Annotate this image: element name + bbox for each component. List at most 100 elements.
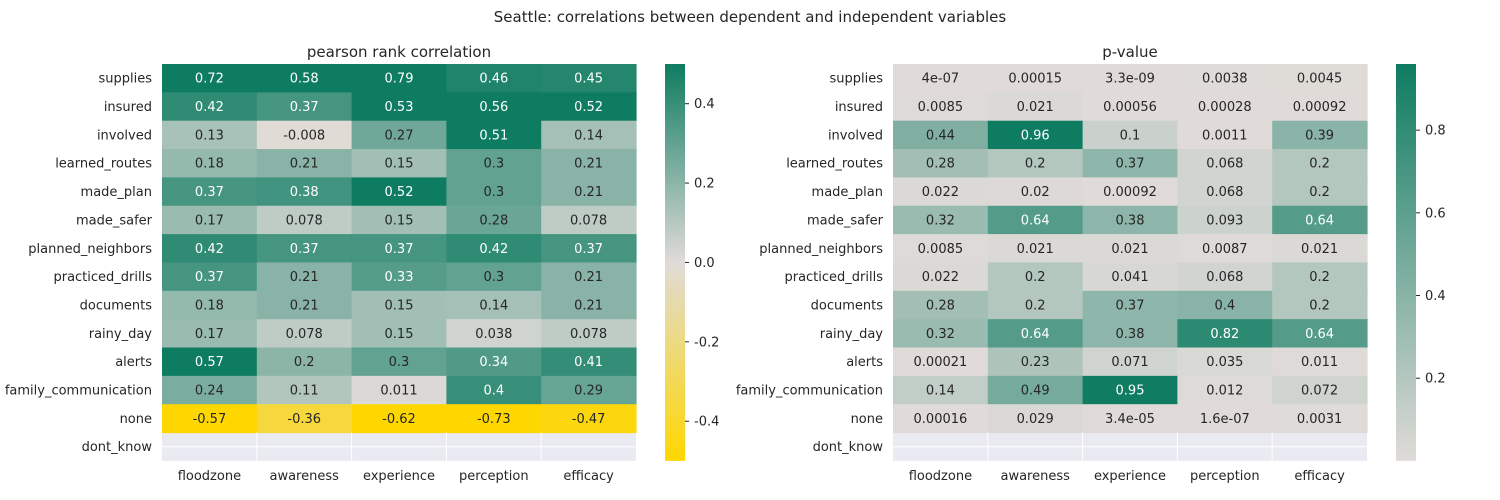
heatmap-cell: [446, 205, 542, 235]
cell-label: 0.41: [574, 355, 603, 370]
heatmap-cell: [256, 205, 353, 235]
y-tick-label: made_plan: [812, 185, 883, 200]
cell-label: 0.42: [195, 100, 224, 115]
cell-label: 0.21: [290, 298, 319, 313]
cell-label: 0.56: [479, 100, 508, 115]
heatmap-cell: [1272, 149, 1368, 178]
cell-label: 0.011: [1301, 355, 1338, 370]
cell-label: 0.0011: [1202, 128, 1248, 143]
colorbar: [1396, 64, 1416, 461]
colorbar: [665, 64, 685, 461]
colorbar-tick-label: 0.8: [1425, 124, 1446, 139]
heatmap-cell: [987, 319, 1084, 349]
heatmap-cell: [446, 347, 542, 377]
heatmap-cell: [1272, 290, 1368, 320]
cell-label: 0.14: [574, 128, 603, 143]
cell-label: 0.078: [286, 213, 323, 228]
cell-label: 0.82: [1210, 327, 1239, 342]
heatmap-cell: [1177, 234, 1273, 264]
heatmap-cell: [541, 120, 637, 150]
cell-label: 0.3: [483, 270, 504, 285]
colorbar-tick-label: -0.4: [694, 415, 719, 430]
heatmap-cell: [893, 120, 989, 150]
cell-label: 4e-07: [922, 72, 960, 87]
cell-label: 0.0085: [918, 242, 964, 257]
cell-label: 0.15: [385, 213, 414, 228]
heatmap-cell: [987, 347, 1084, 377]
heatmap-cell: [256, 92, 353, 122]
cell-label: 0.071: [1111, 355, 1148, 370]
heatmap-cell: [1272, 177, 1368, 207]
heatmap-cell: [162, 319, 258, 349]
y-tick-label: supplies: [829, 72, 883, 87]
heatmap-cell: [987, 149, 1084, 178]
y-tick-label: supplies: [98, 72, 152, 87]
cell-label: 0.02: [1021, 185, 1050, 200]
cell-label: -0.008: [283, 128, 325, 143]
heatmap-cell: [1082, 205, 1178, 235]
heatmap-cell: [1177, 92, 1273, 122]
heatmap-cell: [893, 234, 989, 264]
cell-label: 0.52: [574, 100, 603, 115]
cell-label: 0.21: [574, 298, 603, 313]
heatmap-cell: [162, 205, 258, 235]
heatmap-cell: [162, 347, 258, 377]
cell-label: 0.45: [574, 72, 603, 87]
heatmap-cell: [541, 375, 637, 405]
cell-label: 0.28: [479, 213, 508, 228]
cell-label: 0.093: [1206, 213, 1243, 228]
cell-label: 0.11: [290, 384, 319, 399]
cell-label: 0.021: [1111, 242, 1148, 257]
cell-label: 0.28: [926, 298, 955, 313]
cell-label: 0.64: [1305, 213, 1334, 228]
cell-label: 0.29: [574, 384, 603, 399]
x-tick-label: floodzone: [909, 469, 972, 484]
colorbar-tick-label: 0.4: [694, 97, 715, 112]
x-tick-label: awareness: [269, 469, 339, 484]
heatmap-cell: [987, 177, 1084, 207]
heatmap-cell: [162, 149, 258, 178]
y-tick-label: none: [851, 412, 883, 427]
heatmap-cell: [351, 234, 447, 264]
heatmap-cell: [893, 375, 989, 405]
y-tick-label: none: [120, 412, 152, 427]
x-tick-label: experience: [363, 469, 435, 484]
heatmap-cell: [1177, 262, 1273, 292]
cell-label: 0.39: [1305, 128, 1334, 143]
heatmap-cell: [541, 149, 637, 178]
cell-label: 0.51: [479, 128, 508, 143]
heatmap-cell: [1272, 64, 1368, 93]
heatmap-cell: [987, 290, 1084, 320]
heatmap-cell: [1272, 92, 1368, 122]
cell-label: 0.041: [1111, 270, 1148, 285]
cell-label: 0.00021: [914, 355, 968, 370]
heatmap-cell: [541, 404, 637, 434]
heatmap-cell: [893, 149, 989, 178]
colorbar-tick-label: 0.2: [1425, 372, 1446, 387]
cell-label: 0.27: [385, 128, 414, 143]
cell-label: 0.38: [290, 185, 319, 200]
heatmap-cell: [1177, 205, 1273, 235]
heatmap-cell: [541, 177, 637, 207]
y-tick-label: alerts: [846, 355, 883, 370]
cell-label: -0.73: [477, 412, 511, 427]
heatmap-cell: [162, 262, 258, 292]
y-tick-label: practiced_drills: [784, 270, 883, 285]
cell-label: 0.072: [1301, 384, 1338, 399]
cell-label: -0.57: [193, 412, 227, 427]
y-tick-label: learned_routes: [786, 157, 883, 172]
cell-label: 0.52: [385, 185, 414, 200]
cell-label: 0.33: [385, 270, 414, 285]
heatmap-cell: [1177, 375, 1273, 405]
heatmap-cell: [256, 120, 353, 150]
y-tick-label: made_plan: [81, 185, 152, 200]
heatmap-cell: [987, 234, 1084, 264]
cell-label: 0.2: [1025, 270, 1046, 285]
y-tick-label: dont_know: [82, 440, 153, 455]
cell-label: 0.79: [385, 72, 414, 87]
cell-label: 0.23: [1021, 355, 1050, 370]
heatmap-cell: [1082, 290, 1178, 320]
y-tick-label: documents: [80, 298, 153, 313]
heatmap-panel-1: pearson rank correlation 0.72 0.58 0.79 0.46…: [5, 43, 720, 484]
heatmap-cell: [351, 149, 447, 178]
